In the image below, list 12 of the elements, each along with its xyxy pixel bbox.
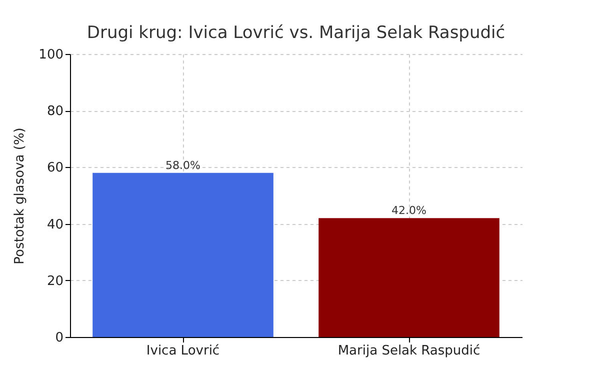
x-tick-label: Ivica Lovrić	[146, 344, 220, 358]
y-axis-title: Postotak glasova (%)	[12, 128, 28, 264]
data-label: 42.0%	[392, 204, 426, 218]
data-label: 58.0%	[166, 158, 200, 172]
y-tick-label: 60	[46, 160, 64, 176]
y-tick-label: 20	[46, 274, 64, 289]
y-tick-label: 0	[55, 330, 64, 346]
x-tick-label: Marija Selak Raspudić	[338, 344, 480, 358]
y-tick-label: 40	[46, 217, 64, 232]
y-tick-label: 80	[46, 104, 64, 120]
chart-title: Drugi krug: Ivica Lovrić vs. Marija Selak Raspudić	[86, 23, 506, 43]
y-tick-label: 100	[38, 48, 64, 62]
